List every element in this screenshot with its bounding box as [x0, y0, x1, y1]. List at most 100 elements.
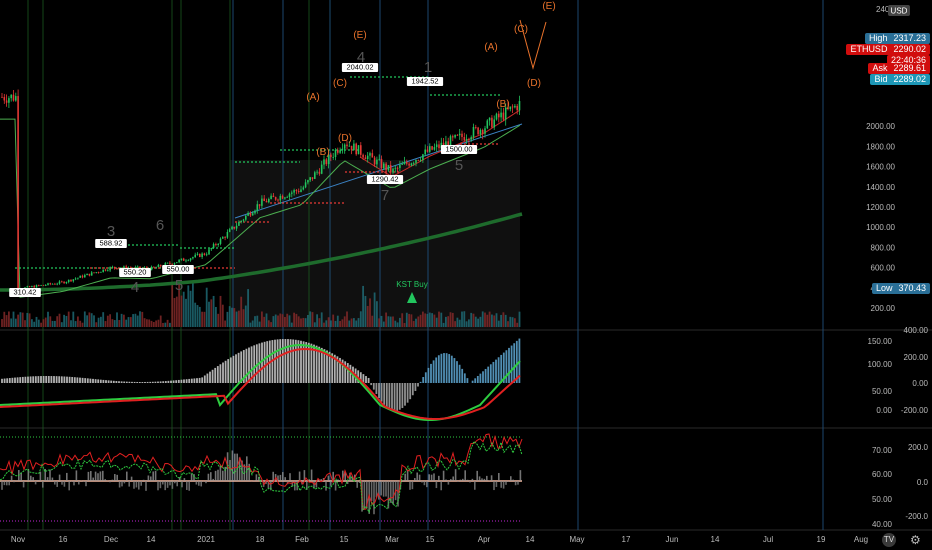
histogram-bar	[55, 376, 58, 383]
histogram-bar	[1, 378, 3, 383]
time-axis-label: Dec	[104, 535, 118, 544]
candle-body	[295, 190, 298, 191]
osc2-bar	[445, 479, 447, 481]
osc2-bar	[87, 471, 90, 481]
histogram-bar	[37, 376, 40, 383]
pivot-label: 310.42	[14, 288, 37, 297]
volume-bar	[507, 321, 509, 327]
histogram-bar	[97, 379, 100, 383]
volume-bar	[353, 318, 355, 327]
volume-bar	[339, 320, 341, 327]
histogram-bar	[461, 368, 464, 383]
price-tag-key: Low	[875, 283, 893, 293]
histogram-bar	[432, 360, 435, 383]
histogram-bar	[497, 357, 500, 383]
volume-bar	[178, 283, 180, 327]
histogram-bar	[435, 357, 438, 383]
osc2-bar	[66, 472, 68, 481]
osc2-bar	[82, 481, 85, 482]
histogram-bar	[294, 339, 297, 383]
histogram-bar	[398, 383, 401, 410]
candle-body	[371, 153, 374, 158]
histogram-bar	[406, 383, 409, 403]
histogram-bar	[76, 377, 79, 383]
volume-bar	[17, 314, 19, 327]
wave-label-circled: (C)	[333, 78, 347, 89]
osc2-bar	[471, 478, 474, 481]
candle-body	[79, 275, 81, 278]
histogram-bar	[53, 376, 55, 383]
histogram-bar	[79, 377, 81, 383]
pivot-label-bg	[341, 63, 379, 72]
volume-bar	[449, 312, 452, 327]
osc2-bar	[75, 470, 78, 481]
histogram-bar	[339, 357, 341, 383]
candle-body	[109, 267, 111, 271]
candle-body	[337, 149, 339, 153]
time-axis-label: Jul	[763, 535, 773, 544]
histogram-bar	[383, 383, 386, 405]
candle-body	[429, 146, 431, 152]
candle-body	[134, 267, 137, 269]
histogram-bar	[505, 350, 508, 383]
price-tag-high: High 2317.23	[864, 33, 930, 44]
volume-bar	[8, 311, 10, 327]
osc2-bar	[430, 474, 433, 481]
candle-body	[316, 171, 318, 173]
histogram-bar	[133, 381, 136, 383]
candle-body	[376, 159, 378, 165]
histogram-bar	[419, 381, 422, 383]
osc2-bar	[152, 471, 154, 481]
candle-body	[309, 177, 311, 181]
histogram-bar	[138, 381, 141, 383]
currency-tag-bg	[888, 5, 910, 16]
candle-body	[155, 267, 157, 268]
price-tag-value: 2290.02	[893, 44, 926, 54]
volume-bar	[412, 321, 415, 327]
osc2-bar	[481, 478, 483, 481]
histogram-bar	[328, 351, 331, 383]
candle-body	[205, 254, 208, 256]
osc2-bar	[229, 459, 231, 481]
volume-bar	[497, 320, 500, 327]
osc2-bar	[464, 470, 466, 481]
candle-body	[251, 213, 254, 216]
histogram-bar	[177, 379, 180, 383]
candle-body	[10, 94, 12, 99]
volume-bar	[3, 311, 6, 327]
volume-bar	[284, 317, 286, 327]
volume-bar	[249, 322, 252, 327]
gear-icon[interactable]: ⚙	[910, 533, 921, 547]
volume-bar	[74, 321, 77, 327]
volume-bar	[93, 315, 95, 327]
volume-bar	[83, 311, 86, 327]
osc2-bar	[298, 471, 301, 481]
volume-bars	[1, 282, 521, 327]
candle-body	[17, 96, 19, 290]
volume-bar	[40, 322, 42, 327]
histogram-bar	[102, 379, 105, 383]
volume-bar	[208, 301, 210, 327]
osc2-bar	[505, 481, 507, 485]
volume-bar	[146, 319, 148, 327]
candle-body	[102, 269, 104, 272]
volume-bar	[254, 316, 256, 327]
osc2-bar	[142, 479, 145, 481]
volume-bar	[141, 311, 144, 327]
elliott-wave-annotations: (A) (B) (C) (D) (E) (A) (B) (C) (D) (E) 3 4 5 6 7 1 5 4 31…	[9, 1, 556, 303]
candle-body	[171, 263, 173, 265]
histogram-bar	[292, 339, 295, 383]
tradingview-logo-icon[interactable]: TV	[882, 533, 896, 547]
volume-bar	[302, 317, 305, 327]
histogram-bar	[253, 345, 256, 383]
candle-body	[302, 187, 305, 190]
price-tag-key: ETHUSD	[850, 44, 888, 54]
osc2-bar	[375, 481, 378, 498]
volume-bar	[311, 312, 314, 327]
volume-bar	[516, 322, 519, 327]
volume-bar	[277, 315, 279, 327]
osc2-bar	[478, 476, 481, 481]
osc2-bar	[63, 481, 66, 487]
histogram-bar	[170, 380, 172, 383]
candle-body	[500, 112, 502, 118]
